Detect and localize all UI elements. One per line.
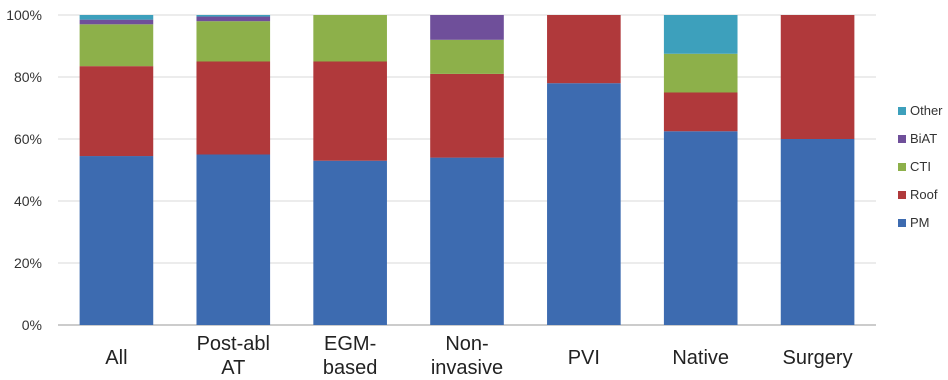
bar-segment-roof — [196, 61, 271, 155]
bar-segment-other — [196, 15, 271, 17]
legend-swatch-pm — [898, 219, 906, 227]
bar-segment-pm — [780, 139, 855, 325]
y-tick-label: 80% — [14, 69, 42, 85]
bar-segment-biat — [196, 16, 271, 22]
legend-swatch-roof — [898, 191, 906, 199]
x-tick-label: Non-invasive — [431, 333, 503, 379]
legend-swatch-other — [898, 107, 906, 115]
y-tick-label: 100% — [6, 7, 42, 23]
bar-segment-pm — [313, 160, 387, 325]
bar-segment-roof — [663, 92, 738, 132]
legend-swatch-cti — [898, 163, 906, 171]
y-axis: 0% 20% 40% 60% 80% 100% — [6, 7, 42, 333]
x-tick-label: Native — [672, 347, 729, 369]
y-tick-label: 20% — [14, 255, 42, 271]
bar-segment-other — [79, 15, 154, 20]
x-tick-label: PVI — [568, 347, 600, 369]
legend-label-other: Other — [910, 103, 943, 118]
legend-label-cti: CTI — [910, 159, 931, 174]
bar-segment-cti — [79, 24, 154, 67]
legend-label-biat: BiAT — [910, 131, 937, 146]
bar-segment-biat — [430, 15, 504, 40]
x-tick-label: All — [105, 347, 127, 369]
bar-segment-cti — [430, 39, 504, 74]
bar-segment-roof — [79, 66, 154, 157]
legend: Other BiAT CTI Roof PM — [898, 103, 943, 230]
bar-segment-roof — [780, 15, 855, 139]
x-tick-label: EGM-based — [323, 333, 378, 379]
y-tick-label: 60% — [14, 131, 42, 147]
bar-segment-pm — [547, 83, 621, 325]
x-tick-label: Surgery — [783, 347, 853, 369]
bar-segment-roof — [430, 73, 504, 158]
bar-segment-roof — [547, 15, 621, 84]
y-tick-label: 40% — [14, 193, 42, 209]
bar-segment-cti — [196, 21, 271, 62]
legend-label-pm: PM — [910, 215, 930, 230]
legend-swatch-biat — [898, 135, 906, 143]
bar-segment-cti — [313, 15, 387, 62]
y-tick-label: 0% — [22, 317, 42, 333]
bar-segment-pm — [79, 156, 154, 325]
bar-segment-other — [663, 15, 738, 54]
bar-segment-pm — [663, 131, 738, 325]
bar-segment-biat — [79, 19, 154, 25]
bar-segment-cti — [663, 53, 738, 93]
bar-segment-pm — [196, 154, 271, 325]
legend-label-roof: Roof — [910, 187, 938, 202]
bars — [79, 15, 855, 325]
x-tick-label: Post-abl AT — [197, 333, 270, 379]
bar-segment-roof — [313, 61, 387, 161]
x-axis: All Post-abl AT EGM-based Non-invasive PVI Nat… — [105, 333, 852, 379]
bar-segment-pm — [430, 157, 504, 325]
